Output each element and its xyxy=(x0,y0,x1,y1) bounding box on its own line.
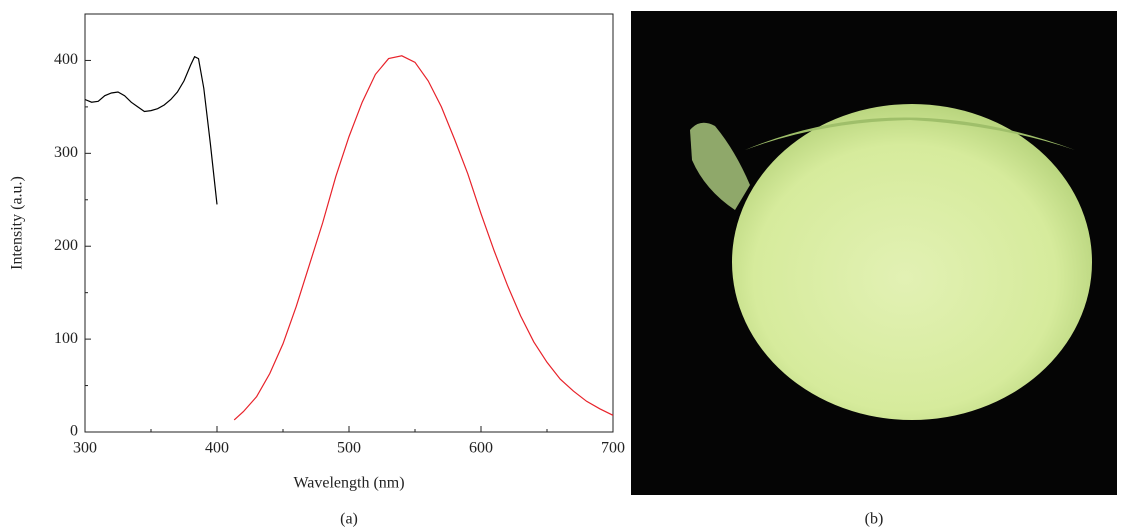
y-tick-label: 200 xyxy=(54,237,78,254)
line-series xyxy=(233,55,614,421)
y-tick-label: 300 xyxy=(54,144,78,161)
y-tick-label: 100 xyxy=(54,330,78,347)
x-axis-label: Wavelength (nm) xyxy=(293,475,404,492)
y-tick-label: 400 xyxy=(54,51,78,68)
x-tick-label: 400 xyxy=(205,440,229,457)
panel-label: (b) xyxy=(865,511,884,528)
photo xyxy=(631,11,1117,495)
x-tick-label: 600 xyxy=(469,440,493,457)
plot-frame xyxy=(84,13,614,433)
line-series xyxy=(84,55,218,205)
x-tick-label: 500 xyxy=(337,440,361,457)
panel-label: (a) xyxy=(340,511,358,528)
y-tick-label: 0 xyxy=(70,423,78,440)
x-tick-label: 300 xyxy=(73,440,97,457)
y-axis-label: Intensity (a.u.) xyxy=(9,176,26,270)
x-tick-label: 700 xyxy=(601,440,625,457)
